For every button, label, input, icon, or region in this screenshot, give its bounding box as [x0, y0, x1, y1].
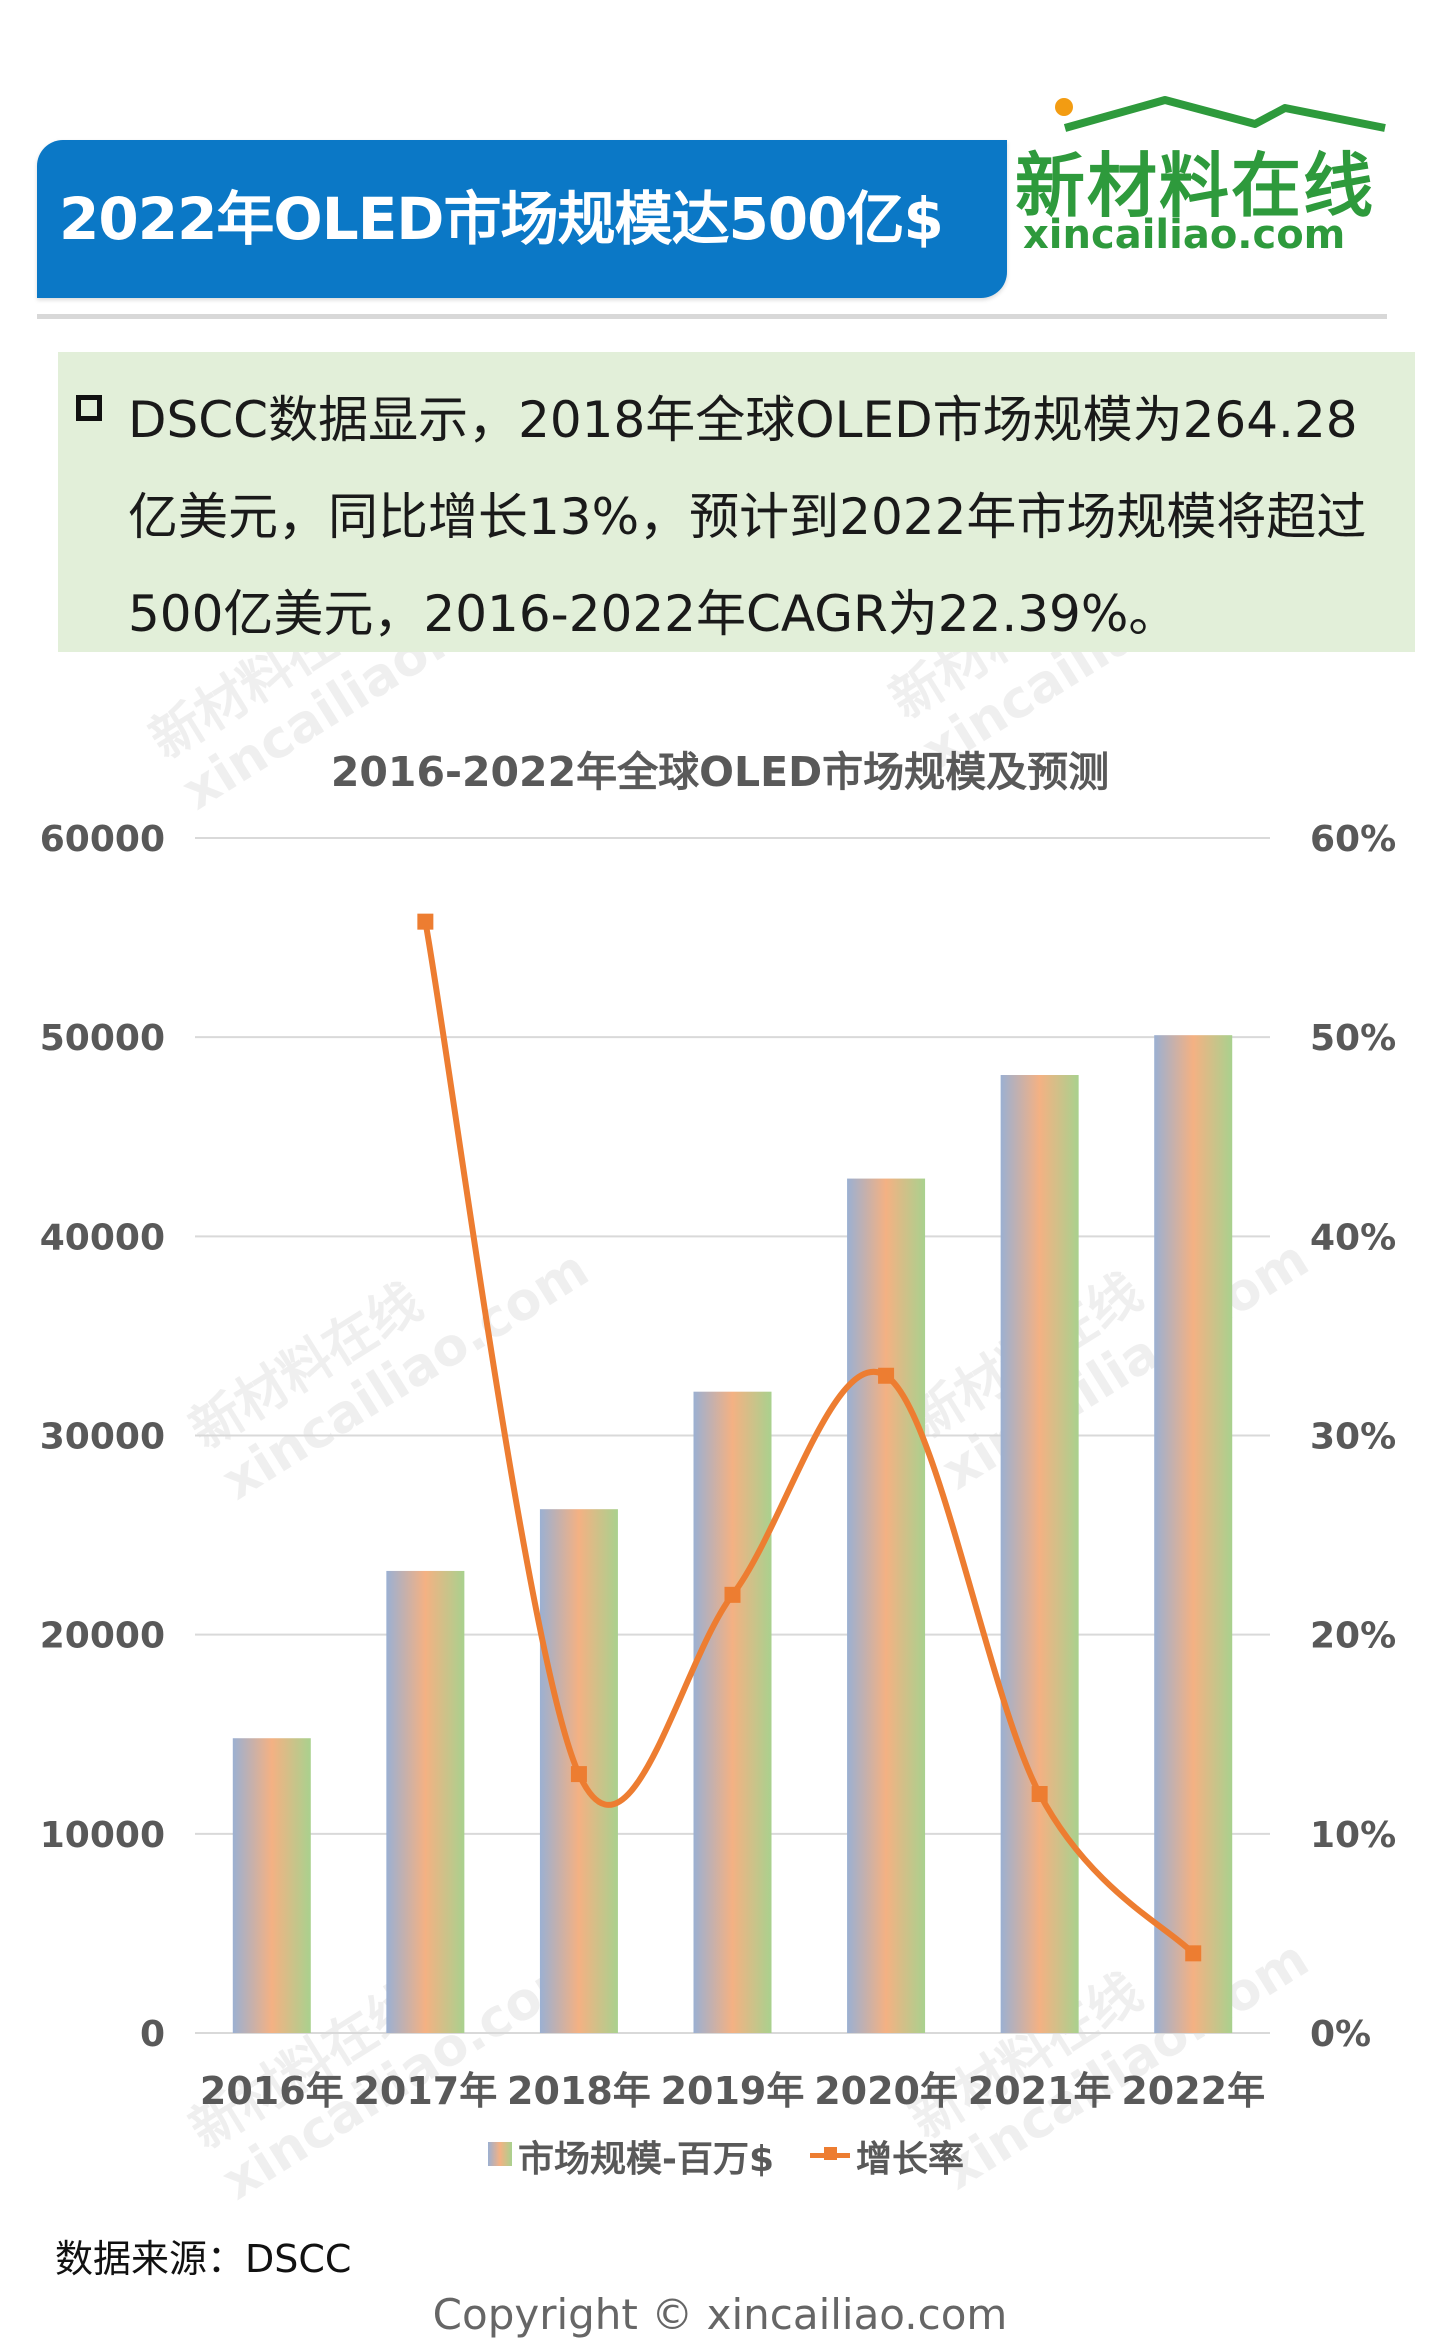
axis-labels: 0 10000 20000 30000 40000 50000 60000 0% 10% 20% 3… — [40, 819, 1396, 2113]
growth-line — [422, 921, 1196, 1956]
legend-label: 市场规模-百万$ — [518, 2139, 774, 2180]
x-tick-label: 2017年 — [353, 2069, 497, 2113]
legend-item-market-size: 市场规模-百万$ — [488, 2130, 774, 2182]
info-text: DSCC数据显示，2018年全球OLED市场规模为264.28亿美元，同比增长1… — [128, 391, 1367, 643]
y-right-tick-label: 30% — [1310, 1417, 1396, 1458]
bar — [232, 1738, 311, 2033]
y-left-tick-label: 60000 — [40, 819, 165, 860]
chart-title: 2016-2022年全球OLED市场规模及预测 — [330, 748, 1110, 796]
info-box: DSCC数据显示，2018年全球OLED市场规模为264.28亿美元，同比增长1… — [58, 352, 1415, 652]
copyright: Copyright © xincailiao.com — [432, 2290, 1008, 2339]
y-left-tick-label: 20000 — [40, 1616, 165, 1657]
growth-point — [417, 913, 434, 930]
legend-bar-swatch-icon — [488, 2142, 512, 2166]
y-left-tick-label: 30000 — [40, 1417, 165, 1458]
bar — [1000, 1075, 1079, 2033]
legend-item-growth: 增长率 — [810, 2130, 964, 2182]
y-right-tick-label: 10% — [1310, 1815, 1396, 1856]
bar — [693, 1391, 772, 2033]
bar — [1154, 1035, 1233, 2033]
logo-dot-icon — [1055, 98, 1073, 116]
logo: 新材料在线 xincailiao.com — [1015, 92, 1415, 262]
growth-point — [1031, 1786, 1048, 1802]
x-tick-label: 2016年 — [200, 2069, 344, 2113]
growth-point — [1185, 1945, 1202, 1962]
y-right-tick-label: 20% — [1310, 1616, 1396, 1657]
x-tick-label: 2022年 — [1121, 2069, 1265, 2113]
bar — [847, 1178, 926, 2033]
growth-point — [570, 1766, 587, 1783]
y-right-tick-label: 40% — [1310, 1217, 1396, 1258]
bar-series — [232, 1035, 1233, 2033]
title-banner: 2022年OLED市场规模达500亿$ — [37, 140, 1007, 298]
legend-marker-icon — [824, 2147, 837, 2160]
y-left-tick-label: 0 — [140, 2014, 165, 2055]
x-tick-label: 2021年 — [968, 2069, 1112, 2113]
y-right-tick-label: 50% — [1310, 1018, 1396, 1059]
y-left-tick-label: 50000 — [40, 1018, 165, 1059]
x-tick-label: 2019年 — [661, 2069, 805, 2113]
growth-point — [724, 1586, 741, 1603]
square-bullet-icon — [76, 395, 102, 421]
legend-label: 增长率 — [856, 2139, 965, 2180]
y-right-tick-label: 0% — [1310, 2014, 1371, 2055]
y-right-tick-label: 60% — [1310, 819, 1396, 860]
growth-point — [878, 1367, 895, 1384]
divider — [37, 314, 1387, 319]
page-title: 2022年OLED市场规模达500亿$ — [59, 185, 944, 253]
y-left-tick-label: 40000 — [40, 1217, 165, 1258]
growth-line-series — [417, 913, 1202, 1962]
logo-roof-icon — [1063, 96, 1386, 132]
x-tick-label: 2020年 — [814, 2069, 958, 2113]
y-left-tick-label: 10000 — [40, 1815, 165, 1856]
logo-url: xincailiao.com — [1023, 212, 1346, 258]
bar — [386, 1570, 465, 2033]
x-tick-label: 2018年 — [507, 2069, 651, 2113]
logo-name: 新材料在线 — [1015, 145, 1375, 227]
data-source: 数据来源：DSCC — [55, 2237, 352, 2281]
